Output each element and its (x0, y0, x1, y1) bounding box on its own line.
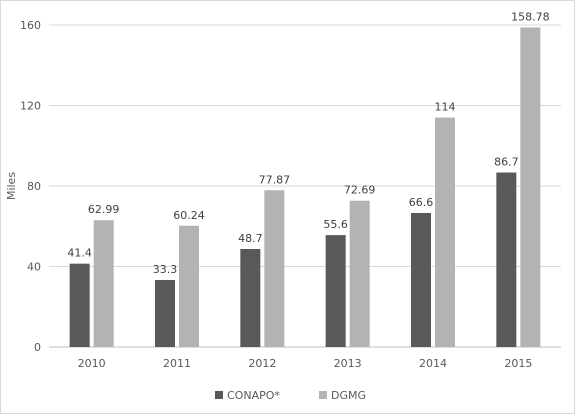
data-label: 48.7 (238, 232, 263, 245)
bar-conapo-2015 (496, 172, 517, 347)
legend-swatch (215, 391, 223, 399)
x-axis-ticks: 2010 2011 2012 2013 2014 2015 (78, 357, 533, 370)
data-label: 114 (435, 101, 456, 114)
x-tick-label: 2014 (419, 357, 447, 370)
bars (69, 27, 541, 347)
bar-dgmg-2013 (349, 200, 370, 347)
legend: CONAPO* DGMG (215, 389, 366, 402)
x-tick-label: 2011 (163, 357, 191, 370)
bar-dgmg-2012 (264, 190, 285, 347)
x-tick-label: 2012 (248, 357, 276, 370)
data-label: 158.78 (511, 10, 550, 23)
y-tick-label: 120 (20, 100, 41, 113)
y-axis-title: Miles (5, 172, 18, 200)
x-tick-label: 2013 (334, 357, 362, 370)
bar-dgmg-2011 (179, 225, 199, 347)
y-tick-label: 40 (27, 261, 41, 274)
data-label: 33.3 (153, 263, 178, 276)
bar-conapo-2012 (240, 248, 261, 347)
data-label: 66.6 (409, 196, 434, 209)
data-label: 72.69 (344, 184, 376, 197)
bar-conapo-2013 (325, 235, 346, 347)
bar-dgmg-2014 (435, 117, 455, 347)
x-tick-label: 2015 (504, 357, 532, 370)
data-label: 77.87 (259, 173, 291, 186)
bar-conapo-2011 (155, 279, 175, 347)
y-axis-ticks: 0 40 80 120 160 (20, 19, 41, 354)
gridlines (49, 24, 561, 348)
bar-conapo-2014 (411, 212, 431, 347)
y-tick-label: 0 (34, 341, 41, 354)
bar-conapo-2010 (69, 263, 90, 347)
y-tick-label: 160 (20, 19, 41, 32)
data-label: 62.99 (88, 203, 120, 216)
data-label: 86.7 (494, 156, 519, 169)
legend-label: DGMG (331, 389, 366, 402)
data-labels: 41.4 62.99 33.3 60.24 48.7 77.87 55.6 72.69 66.6… (67, 10, 549, 276)
data-label: 60.24 (173, 209, 205, 222)
legend-label: CONAPO* (227, 389, 280, 402)
data-label: 41.4 (67, 247, 92, 260)
x-tick-label: 2010 (78, 357, 106, 370)
bar-dgmg-2010 (93, 220, 114, 347)
data-label: 55.6 (323, 218, 348, 231)
y-tick-label: 80 (27, 180, 41, 193)
legend-swatch (319, 391, 327, 399)
bar-dgmg-2015 (520, 27, 541, 347)
